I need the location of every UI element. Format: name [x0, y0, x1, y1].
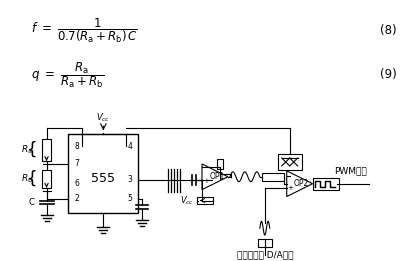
Polygon shape — [287, 171, 313, 197]
Text: 555: 555 — [91, 172, 115, 185]
Text: +: + — [203, 178, 209, 184]
Text: $V_{cc}$: $V_{cc}$ — [96, 111, 110, 124]
Text: $f\ =\ \dfrac{1}{0.7(R_{\rm a}+R_{\rm b})\,C}$: $f\ =\ \dfrac{1}{0.7(R_{\rm a}+R_{\rm b}… — [31, 16, 138, 45]
Text: 8: 8 — [74, 142, 79, 151]
Text: {: { — [27, 170, 38, 188]
Text: $R_{\rm a}$: $R_{\rm a}$ — [21, 144, 32, 156]
Bar — [262, 173, 284, 181]
Text: 来自单片机 D/A输出: 来自单片机 D/A输出 — [236, 250, 293, 259]
Bar — [68, 134, 138, 213]
Bar — [42, 139, 51, 161]
Text: (8): (8) — [380, 24, 396, 37]
Text: 2: 2 — [74, 194, 79, 203]
Bar — [217, 159, 223, 169]
Text: 6: 6 — [74, 179, 79, 188]
Text: PWM输出: PWM输出 — [335, 166, 367, 175]
Text: OP1: OP1 — [209, 172, 225, 181]
Text: $V_{cc}$: $V_{cc}$ — [180, 194, 194, 207]
Text: 3: 3 — [127, 175, 132, 184]
Text: OP2: OP2 — [294, 179, 309, 188]
Text: +: + — [288, 185, 293, 191]
Polygon shape — [202, 164, 228, 190]
Text: $q\ =\ \dfrac{R_{\rm a}}{R_{\rm a}+R_{\rm b}}$: $q\ =\ \dfrac{R_{\rm a}}{R_{\rm a}+R_{\r… — [31, 60, 104, 90]
Text: {: { — [27, 141, 38, 159]
Text: 5: 5 — [127, 194, 132, 203]
Bar — [197, 197, 213, 204]
Text: 4: 4 — [127, 142, 132, 151]
Bar — [42, 170, 51, 188]
Text: (9): (9) — [380, 68, 396, 81]
Text: 7: 7 — [74, 159, 79, 168]
Bar — [313, 178, 339, 190]
Bar — [258, 239, 272, 247]
Text: $R_{\rm b}$: $R_{\rm b}$ — [21, 173, 33, 185]
Bar — [278, 154, 302, 170]
Text: C: C — [29, 198, 35, 207]
